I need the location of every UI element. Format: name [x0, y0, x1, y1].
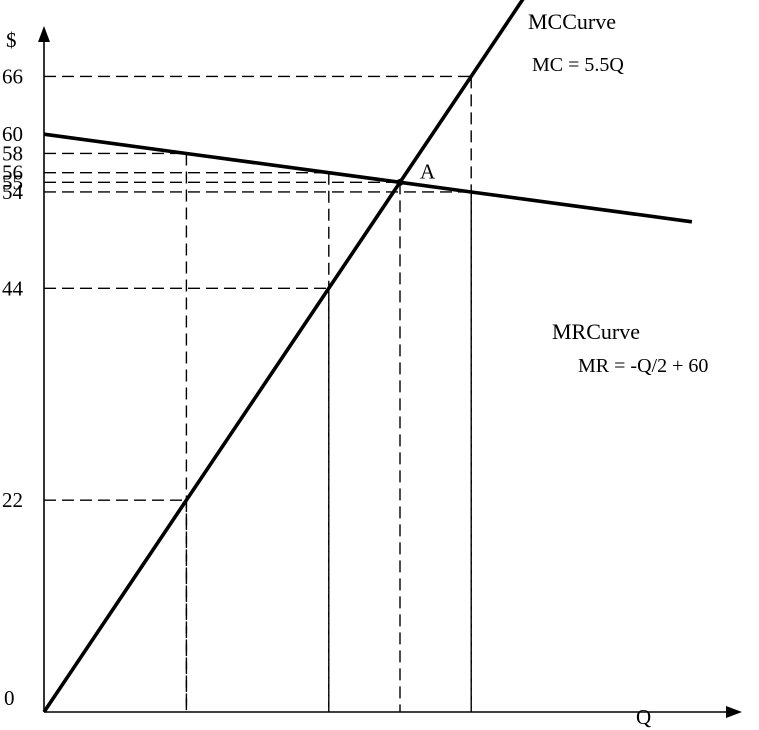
- y-tick-label: 58: [2, 141, 23, 165]
- guide-lines: [44, 75, 472, 712]
- mr-curve-name: MRCurve: [552, 319, 640, 344]
- x-axis-label: Q: [636, 705, 651, 729]
- intersection-label: A: [420, 159, 436, 183]
- points-of-interest: A: [396, 159, 436, 186]
- y-tick-label: 55: [2, 170, 23, 194]
- intersection-point: [396, 178, 404, 186]
- x-tick-label: 12: [461, 727, 482, 730]
- y-tick-label: 22: [2, 488, 23, 512]
- y-tick-label: 66: [2, 64, 23, 88]
- axes: [38, 26, 742, 718]
- origin-label: 0: [4, 686, 15, 710]
- mr-curve-line: [43, 132, 693, 224]
- mc-curve-equation: MC = 5.5Q: [532, 54, 624, 76]
- mr-curve-equation: MR = -Q/2 + 60: [578, 355, 708, 377]
- y-axis-label: $: [6, 28, 17, 52]
- y-tick-label: 54: [2, 180, 24, 204]
- y-tick-label: 60: [2, 122, 23, 146]
- x-tick-labels: 4 8 10 12: [181, 727, 482, 730]
- mc-curve-line: [42, 0, 525, 714]
- y-axis-arrow: [38, 26, 50, 42]
- x-tick-label: 4: [181, 727, 192, 730]
- y-tick-label: 44: [2, 276, 24, 300]
- curves: [42, 0, 693, 714]
- x-tick-label: 10: [390, 727, 411, 730]
- mc-curve-name: MCCurve: [528, 9, 616, 34]
- x-axis-arrow: [726, 706, 742, 718]
- x-tick-label: 8: [324, 727, 335, 730]
- y-tick-label: 56: [2, 161, 23, 185]
